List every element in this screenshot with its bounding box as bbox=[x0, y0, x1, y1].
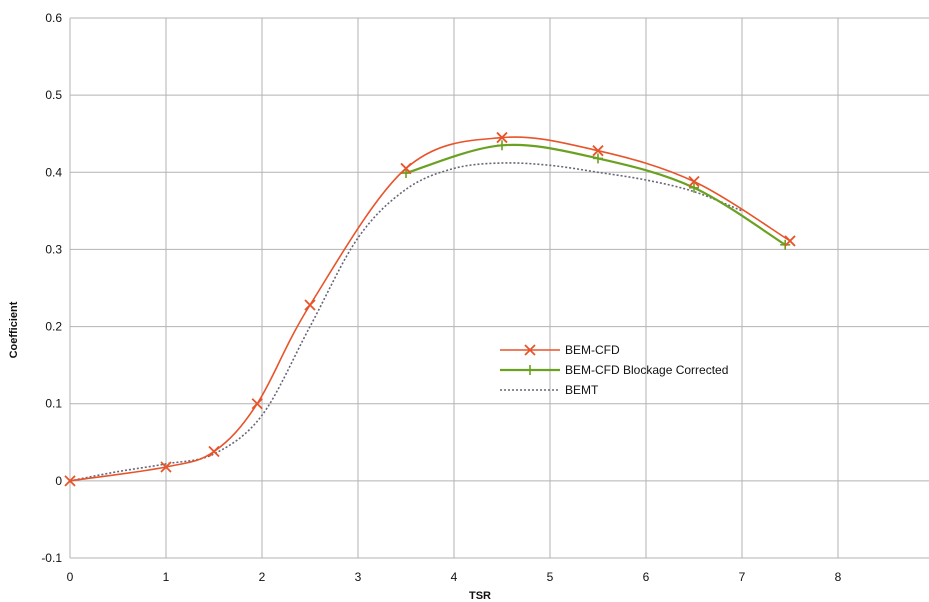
y-axis-ticks: -0.1 0 0.1 0.2 0.3 0.4 0.5 0.6 bbox=[41, 11, 62, 565]
legend-swatch-marker bbox=[524, 344, 536, 356]
data-point-1 bbox=[593, 153, 603, 164]
data-point-1 bbox=[401, 168, 411, 179]
x-axis-ticks: 0 1 2 3 4 5 6 7 8 bbox=[67, 570, 842, 584]
data-point-0 bbox=[784, 235, 796, 247]
data-point-0 bbox=[64, 475, 76, 487]
series-line-0 bbox=[69, 136, 791, 482]
y-tick-label: 0 bbox=[55, 474, 62, 488]
y-tick-label: 0.5 bbox=[45, 88, 62, 102]
y-tick-label: 0.6 bbox=[45, 11, 62, 25]
data-point-0 bbox=[251, 398, 263, 410]
legend-label: BEM-CFD bbox=[565, 343, 620, 357]
marker-stroke bbox=[251, 398, 263, 410]
x-tick-label: 8 bbox=[835, 570, 842, 584]
x-axis-title: TSR bbox=[469, 590, 491, 602]
x-tick-label: 4 bbox=[451, 570, 458, 584]
y-tick-label: 0.4 bbox=[45, 165, 62, 179]
y-axis-title: Coefficient bbox=[8, 301, 20, 358]
marker-stroke bbox=[400, 162, 412, 175]
data-point-0 bbox=[688, 175, 700, 188]
series-line-1 bbox=[405, 143, 786, 246]
data-point-0 bbox=[592, 145, 604, 157]
data-point-0 bbox=[304, 299, 316, 311]
legend-label: BEM-CFD Blockage Corrected bbox=[565, 363, 728, 377]
marker-stroke bbox=[160, 461, 172, 473]
marker-stroke bbox=[592, 145, 604, 157]
marker-stroke bbox=[64, 475, 76, 487]
x-tick-label: 7 bbox=[739, 570, 746, 584]
data-point-0 bbox=[400, 162, 412, 175]
marker-stroke bbox=[688, 175, 700, 188]
data-point-0 bbox=[208, 445, 220, 458]
data-point-0 bbox=[496, 131, 508, 144]
legend-label: BEMT bbox=[565, 383, 599, 397]
x-tick-label: 5 bbox=[547, 570, 554, 584]
x-tick-label: 6 bbox=[643, 570, 650, 584]
marker-stroke bbox=[208, 445, 220, 458]
markers-layer bbox=[64, 131, 796, 487]
series-layer bbox=[69, 136, 791, 482]
x-tick-label: 0 bbox=[67, 570, 74, 584]
y-tick-label: 0.2 bbox=[45, 320, 62, 334]
data-point-0 bbox=[160, 461, 172, 473]
data-point-1 bbox=[689, 182, 699, 193]
legend-swatch-marker bbox=[525, 365, 535, 375]
legend: BEM-CFD BEM-CFD Blockage Corrected BEMT bbox=[500, 343, 728, 397]
y-tick-label: 0.3 bbox=[45, 242, 62, 256]
y-tick-label: 0.1 bbox=[45, 397, 62, 411]
series-line-2 bbox=[69, 162, 743, 482]
x-tick-label: 1 bbox=[163, 570, 170, 584]
marker-stroke bbox=[784, 235, 796, 247]
data-point-1 bbox=[497, 140, 507, 151]
x-tick-label: 2 bbox=[259, 570, 266, 584]
y-tick-label: -0.1 bbox=[41, 551, 62, 565]
grid-lines bbox=[69, 17, 929, 559]
marker-stroke bbox=[524, 344, 536, 356]
marker-stroke bbox=[304, 299, 316, 311]
x-tick-label: 3 bbox=[355, 570, 362, 584]
marker-stroke bbox=[496, 131, 508, 144]
